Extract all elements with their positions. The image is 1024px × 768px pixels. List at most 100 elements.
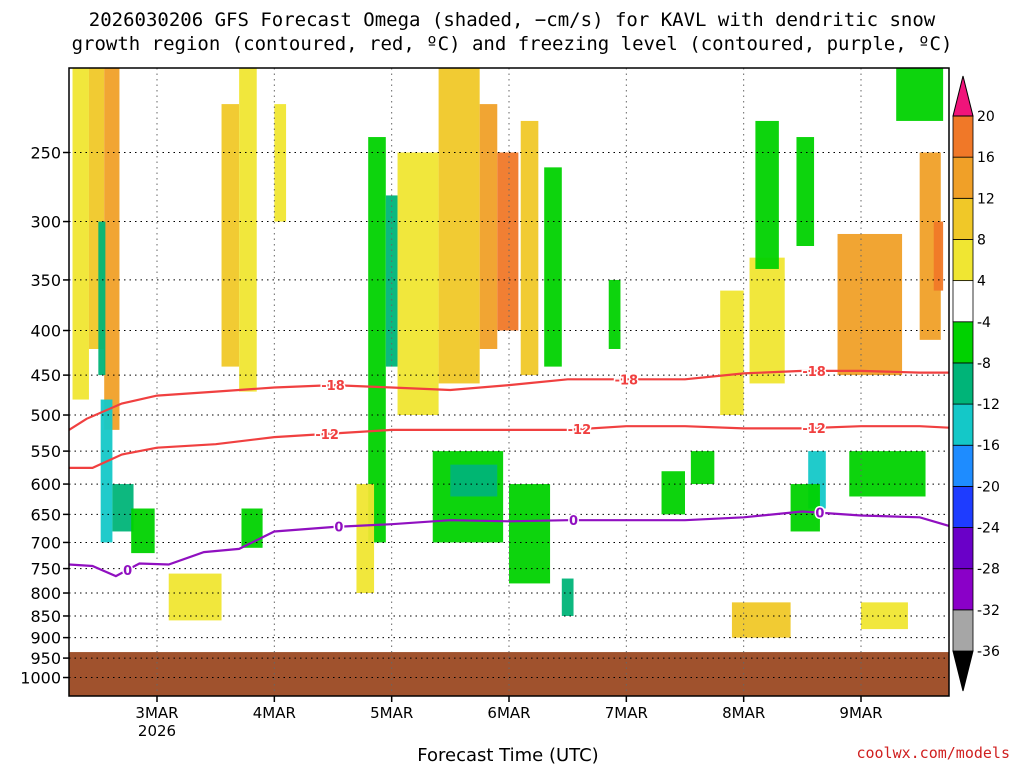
omega-cell-24: [561, 578, 574, 616]
y-tick-label-400: 400: [30, 322, 61, 341]
contour--18: [69, 369, 949, 431]
contour-0: [69, 510, 949, 578]
omega-cell-0: [72, 68, 89, 400]
y-axis: 250 300 350 400 450 500 550 600 650 700 750 800 850 9…: [20, 144, 69, 688]
x-tick-label-3: 3MAR: [135, 704, 178, 722]
omega-cell-20: [544, 167, 562, 367]
contour-label-2-2: 0: [569, 514, 578, 529]
omega-cell-3: [98, 221, 106, 376]
colorbar-label-11: 12: [977, 191, 995, 207]
colorbar-label-0: -36: [977, 644, 1000, 660]
colorbar-seg-12: [952, 115, 974, 158]
omega-cell-32: [796, 137, 815, 246]
y-tick-label-600: 600: [30, 475, 61, 494]
colorbar-label-7: -8: [977, 356, 991, 372]
x-tick-label-9: 9MAR: [839, 704, 882, 722]
colorbar-label-8: -4: [977, 315, 991, 331]
y-tick-label-1000: 1000: [20, 669, 61, 688]
omega-cell-35: [837, 233, 903, 376]
x-axis-label: Forecast Time (UTC): [417, 745, 599, 766]
omega-cell-11: [274, 104, 287, 222]
omega-cell-19: [520, 120, 539, 376]
contour-label-0-0: -18: [321, 379, 345, 394]
omega-cell-13: [385, 195, 398, 367]
omega-cell-8: [221, 104, 240, 367]
omega-cell-34: [790, 484, 820, 532]
colorbar-seg-3: [952, 485, 974, 528]
chart-title: 2026030206 GFS Forecast Omega (shaded, −…: [0, 8, 1024, 56]
omega-cell-18: [497, 152, 519, 331]
omega-cell-38: [933, 221, 944, 291]
colorbar-seg-6: [952, 362, 974, 405]
y-tick-label-450: 450: [30, 366, 61, 385]
omega-cell-36: [849, 451, 926, 497]
y-tick-label-900: 900: [30, 629, 61, 648]
colorbar: -36 -32 -28 -24 -20 -16 -12 -8 -4 4 8 12 16 20: [952, 75, 1000, 692]
y-tick-label-800: 800: [30, 584, 61, 603]
omega-cell-12: [368, 137, 386, 543]
contour-label-0-2: -18: [802, 365, 826, 380]
omega-cell-27: [690, 451, 715, 485]
omega-cell-25: [608, 279, 621, 349]
omega-cell-31: [755, 120, 779, 269]
y-tick-label-550: 550: [30, 442, 61, 461]
colorbar-seg-11: [952, 156, 974, 199]
colorbar-arrow-high: [952, 75, 974, 117]
x-tick-label-6: 6MAR: [487, 704, 530, 722]
x-tick-label-5: 5MAR: [370, 704, 413, 722]
colorbar-seg-8: [952, 280, 974, 323]
omega-cell-23: [509, 484, 551, 584]
chart-title-line-1: 2026030206 GFS Forecast Omega (shaded, −…: [88, 9, 936, 31]
contour-label-2-3: 0: [815, 507, 824, 522]
colorbar-label-4: -20: [977, 479, 1000, 495]
colorbar-seg-4: [952, 444, 974, 487]
colorbar-label-1: -32: [977, 603, 1000, 619]
omega-shading: [72, 68, 944, 638]
x-tick-label-4: 4MAR: [253, 704, 296, 722]
colorbar-label-10: 8: [977, 232, 986, 248]
contour-label-2-0: 0: [123, 564, 132, 579]
colorbar-seg-2: [952, 527, 974, 570]
contour-label-1-1: -12: [568, 423, 592, 438]
contour-label-1-0: -12: [315, 428, 339, 443]
omega-cell-28: [720, 290, 744, 416]
colorbar-seg-9: [952, 239, 974, 282]
contour-label-1-2: -12: [802, 422, 826, 437]
omega-cell-5: [112, 484, 134, 532]
contour-label-2-1: 0: [334, 521, 343, 536]
omega-cell-30: [731, 602, 791, 638]
colorbar-label-6: -12: [977, 397, 1000, 413]
colorbar-label-5: -16: [977, 438, 1000, 454]
colorbar-seg-5: [952, 403, 974, 446]
omega-cell-16: [438, 68, 480, 384]
y-tick-label-700: 700: [30, 533, 61, 552]
contour--12: [69, 425, 949, 469]
colorbar-label-3: -24: [977, 521, 1000, 537]
contour-lines: -18 -18 -18 -12 -12 -12 0 0 0 0: [69, 363, 949, 580]
colorbar-seg-7: [952, 321, 974, 364]
omega-cell-26: [661, 471, 685, 515]
colorbar-seg-10: [952, 197, 974, 240]
colorbar-label-9: 4: [977, 274, 986, 290]
y-tick-label-350: 350: [30, 271, 61, 290]
omega-cell-6: [131, 508, 155, 554]
grid-lines: [69, 68, 949, 696]
y-tick-label-650: 650: [30, 505, 61, 524]
colorbar-arrow-low: [952, 650, 974, 692]
omega-cell-2: [104, 68, 120, 430]
contour-label-0-1: -18: [615, 373, 639, 388]
y-tick-label-750: 750: [30, 560, 61, 579]
x-tick-sublabel-3: 2026: [138, 722, 176, 740]
y-tick-label-500: 500: [30, 406, 61, 425]
y-tick-label-250: 250: [30, 144, 61, 163]
omega-cell-37: [919, 152, 941, 340]
omega-cell-9: [239, 68, 257, 392]
omega-cell-17: [479, 104, 498, 349]
colorbar-label-13: 20: [977, 109, 995, 125]
omega-cell-40: [896, 68, 944, 121]
colorbar-label-12: 16: [977, 150, 995, 166]
y-tick-label-850: 850: [30, 607, 61, 626]
colorbar-label-2: -28: [977, 562, 1000, 578]
